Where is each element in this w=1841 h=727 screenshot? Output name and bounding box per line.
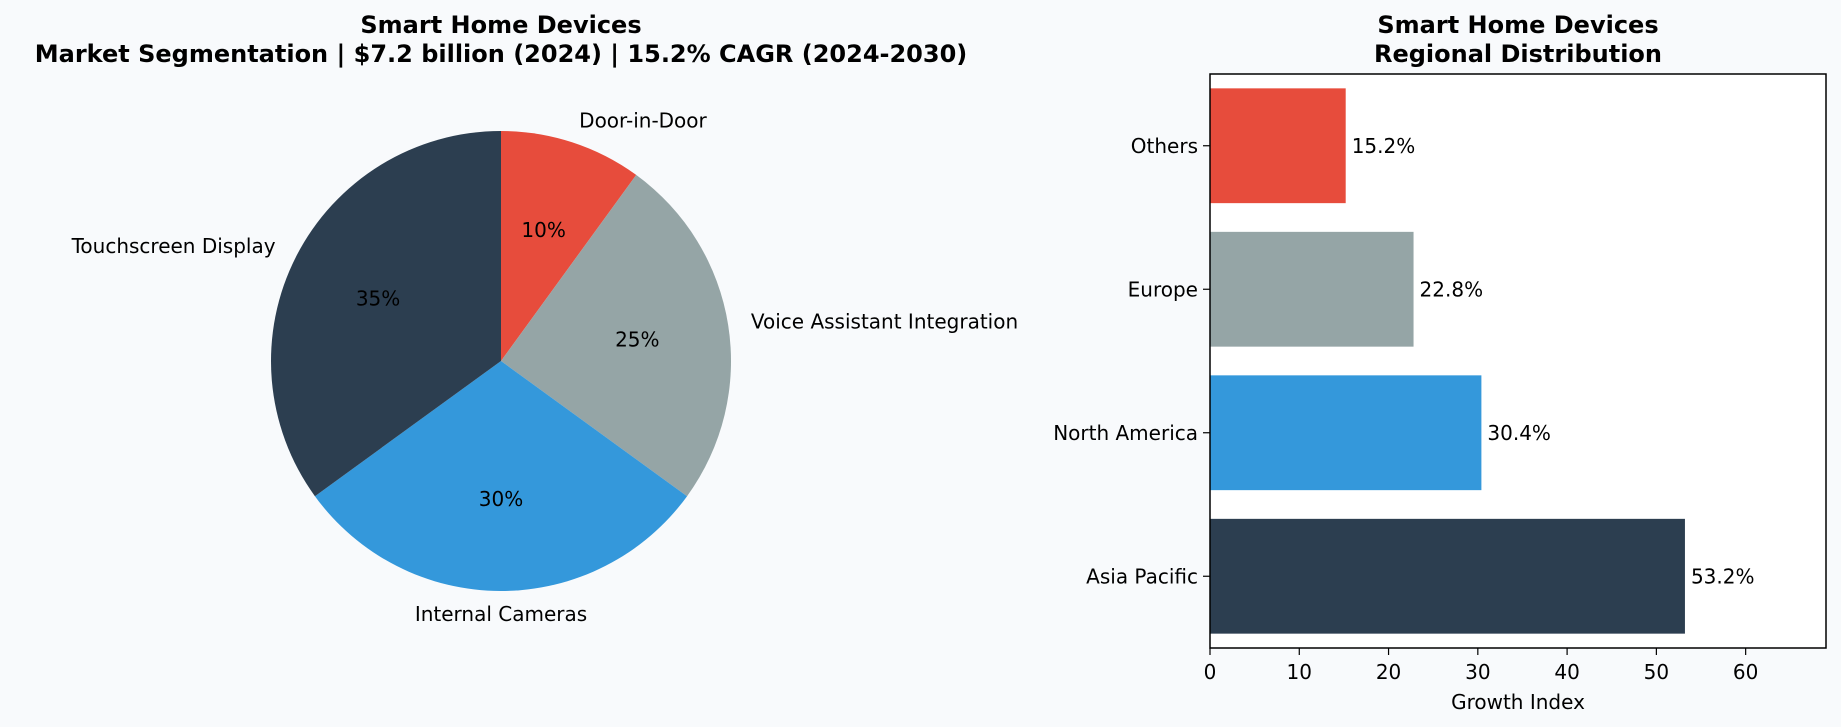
pie-subtitle: Market Segmentation | $7.2 billion (2024… <box>35 40 968 68</box>
pie-slice-internal-cameras <box>314 361 688 591</box>
y-tick-label-asia-pacific: Asia Pacific <box>1086 564 1198 588</box>
pie-chart: 10% Door-in-Door 25% Voice Assistant Integr… <box>71 108 1019 626</box>
y-tick-label-europe: Europe <box>1128 277 1198 301</box>
pie-slice-voice-assistant-integration <box>501 174 731 497</box>
pie-pct-label-touchscreen-display: 35% <box>356 286 400 310</box>
x-tick-label-30: 30 <box>1465 660 1490 684</box>
x-tick-label-60: 60 <box>1733 660 1758 684</box>
y-tick-label-others: Others <box>1131 134 1198 158</box>
pie-slice-label-touchscreen-display: Touchscreen Display <box>71 234 276 258</box>
bar-europe <box>1210 231 1414 347</box>
bar-value-label-asia-pacific: 53.2% <box>1691 564 1755 588</box>
bar-value-label-europe: 22.8% <box>1420 277 1484 301</box>
bar-others <box>1210 88 1346 204</box>
pie-slice-label-voice-assistant-integration: Voice Assistant Integration <box>751 309 1018 333</box>
pie-title: Smart Home Devices <box>360 11 641 39</box>
pie-slice-door-in-door <box>501 131 637 361</box>
bar-chart: 53.2% Asia Pacific 30.4% North America 22.8%… <box>1053 73 1827 684</box>
bar-subtitle: Regional Distribution <box>1374 40 1662 68</box>
pie-slice-label-internal-cameras: Internal Cameras <box>415 602 587 626</box>
bar-plot-frame <box>1209 73 1827 649</box>
pie-slice-touchscreen-display <box>271 131 501 497</box>
x-tick-label-20: 20 <box>1376 660 1401 684</box>
pie-pct-label-door-in-door: 10% <box>521 218 565 242</box>
bar-value-label-others: 15.2% <box>1352 134 1416 158</box>
x-tick-label-0: 0 <box>1204 660 1217 684</box>
pie-slice-label-door-in-door: Door-in-Door <box>579 108 707 132</box>
x-tick-label-40: 40 <box>1554 660 1579 684</box>
pie-pct-label-voice-assistant-integration: 25% <box>615 327 659 351</box>
x-tick-label-10: 10 <box>1287 660 1312 684</box>
bar-asia-pacific <box>1210 518 1685 634</box>
bar-value-label-north-america: 30.4% <box>1487 421 1551 445</box>
y-tick-label-north-america: North America <box>1053 421 1198 445</box>
pie-pct-label-internal-cameras: 30% <box>479 487 523 511</box>
bar-north-america <box>1210 375 1482 491</box>
x-tick-label-50: 50 <box>1644 660 1669 684</box>
bar-title: Smart Home Devices <box>1377 11 1658 39</box>
bar-x-axis-label: Growth Index <box>1451 690 1585 714</box>
